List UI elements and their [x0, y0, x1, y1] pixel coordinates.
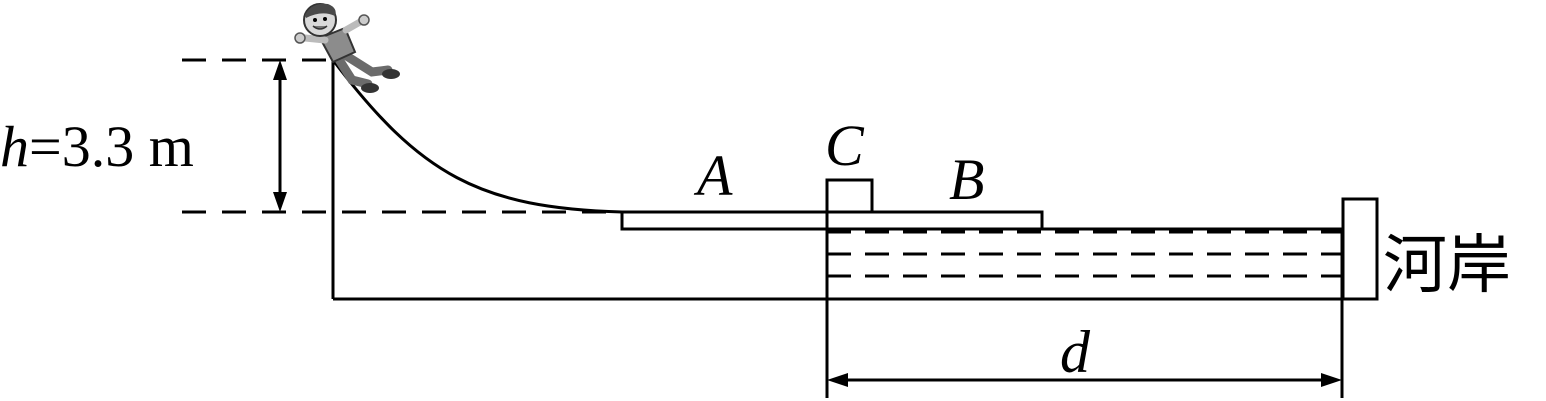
label-B: B — [949, 147, 984, 212]
sliding-child-icon — [294, 3, 400, 93]
river-bank-post — [1341, 197, 1379, 301]
curved-slide — [331, 59, 623, 214]
distance-arrow — [827, 373, 1342, 387]
height-arrow — [273, 60, 287, 212]
label-C: C — [825, 113, 865, 178]
label-d: d — [1060, 319, 1091, 385]
label-A: A — [693, 143, 733, 208]
height-value: =3.3 m — [29, 114, 194, 179]
block-C — [825, 178, 874, 214]
height-symbol: h — [0, 114, 29, 179]
river-bank-label: 河岸 — [1383, 229, 1511, 303]
water-region — [827, 227, 1342, 301]
board-AB — [620, 210, 1044, 231]
height-label: h=3.3 m — [0, 114, 194, 179]
